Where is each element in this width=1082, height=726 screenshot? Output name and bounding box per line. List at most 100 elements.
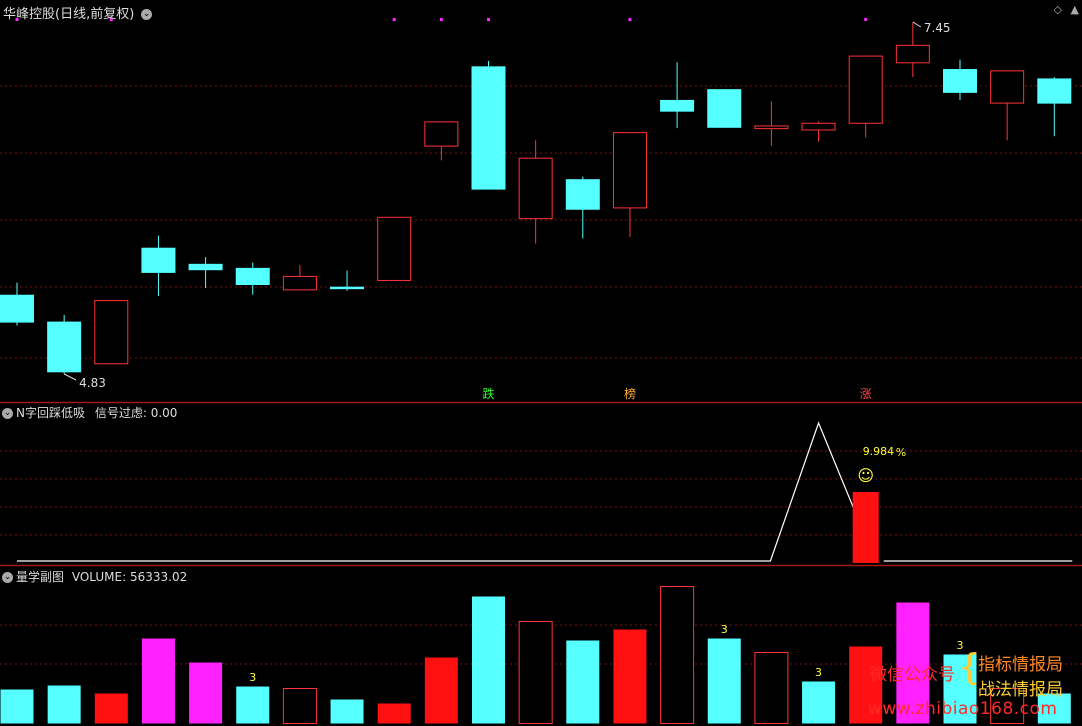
candle [707,89,742,128]
candle-body [424,121,459,147]
signal-bar [852,492,879,563]
diamond-icon[interactable]: ◇ [1053,3,1062,16]
volume-bar [896,602,930,724]
volume-label: VOLUME: [71,570,127,584]
candle-body [943,69,977,93]
chevron-down-icon[interactable]: ⌄ [2,408,13,419]
candle [518,140,553,244]
signal-marker: 涨 [860,386,872,401]
candle [660,62,695,129]
candle [848,55,883,138]
volume-bar [472,596,505,724]
candle [895,22,930,78]
volume-bar [518,621,553,724]
volume-bar-label: 3 [815,666,822,679]
candle-body [141,247,176,273]
chevron-down-icon[interactable]: ⌄ [141,9,153,20]
candle-body [282,275,317,291]
candle [424,121,459,161]
candle [990,70,1025,141]
candle-body [188,263,223,271]
candle-body [612,132,647,209]
main-panel-title: 华峰控股(日线,前复权) ⌄ [3,3,155,22]
candle-body [990,70,1025,104]
volume-bar [943,654,977,724]
volume-bar [707,638,741,724]
candle [188,257,223,289]
candle [330,270,365,291]
candle [1037,77,1072,137]
candle [94,300,129,365]
candle-body [94,300,129,365]
candle-body [518,157,553,220]
candle-body [895,44,930,64]
percent-sign: % [896,446,906,459]
signal-dot [392,18,396,21]
volume-bar [141,638,175,724]
candle [141,235,176,297]
volume-bar-label: 3 [249,671,256,684]
candle-body [330,286,365,290]
candle [801,121,836,142]
indicator-name: N字回踩低吸 [16,406,85,420]
signal-dot [487,18,490,21]
volume-panel-name: 量学副图 [16,570,65,584]
scroll-up-icon[interactable]: ▲ [1070,3,1079,16]
candle-body [565,179,600,210]
signal-dot [109,18,113,21]
signal-marker: 榜 [624,386,636,401]
candle [471,60,506,190]
volume-bar [377,703,411,724]
watermark-wechat: 微信公众号 [870,665,955,685]
low-price-label: 4.83 [79,376,106,390]
candle-body [754,125,789,130]
candle [282,265,317,291]
candle [47,314,82,374]
volume-bar [94,693,128,724]
candle [754,101,789,146]
watermark-line2: 战法情报局 [978,680,1063,700]
signal-line [17,421,861,562]
high-pointer [912,21,922,28]
volume-bar [330,699,364,724]
candle-body [848,55,883,124]
candle [235,262,270,295]
signal-dot [864,18,868,21]
percent-value: 9.984 [863,445,895,458]
candle [943,59,977,100]
stock-name-label: 华峰控股(日线,前复权) [3,7,135,22]
indicator-panel-title: ⌄ N字回踩低吸 信号过虑: 0.00 [2,404,177,421]
filter-value: 0.00 [150,406,178,420]
candle [0,282,34,326]
candle-body [660,99,695,112]
volume-bar [660,586,695,724]
volume-bar-label: 3 [721,623,728,636]
volume-bar [282,688,317,724]
volume-panel-title: ⌄ 量学副图 VOLUME: 56333.02 [2,568,187,585]
candle [612,132,647,237]
candle-body [707,89,742,128]
high-price-label: 7.45 [924,21,951,35]
candle-body [47,321,82,373]
volume-bar [236,686,270,724]
watermark-brace: { [958,647,981,688]
candle-body [377,216,412,281]
filter-label: 信号过虑: [94,406,147,420]
signal-marker: 跌 [482,386,494,401]
volume-bar [189,662,223,724]
smiley-icon: ☺ [857,466,874,485]
candle [565,176,600,239]
volume-bar [0,689,34,724]
chevron-down-icon[interactable]: ⌄ [2,572,13,583]
volume-bar [566,640,600,724]
candle-body [1037,78,1072,104]
volume-bar [849,646,883,724]
volume-bar [802,681,836,724]
low-pointer [63,373,77,381]
watermark-site: www.zhibiao168.com [868,699,1058,719]
volume-value: 56333.02 [129,570,188,584]
candle-body [471,66,506,190]
volume-bar [424,657,458,724]
